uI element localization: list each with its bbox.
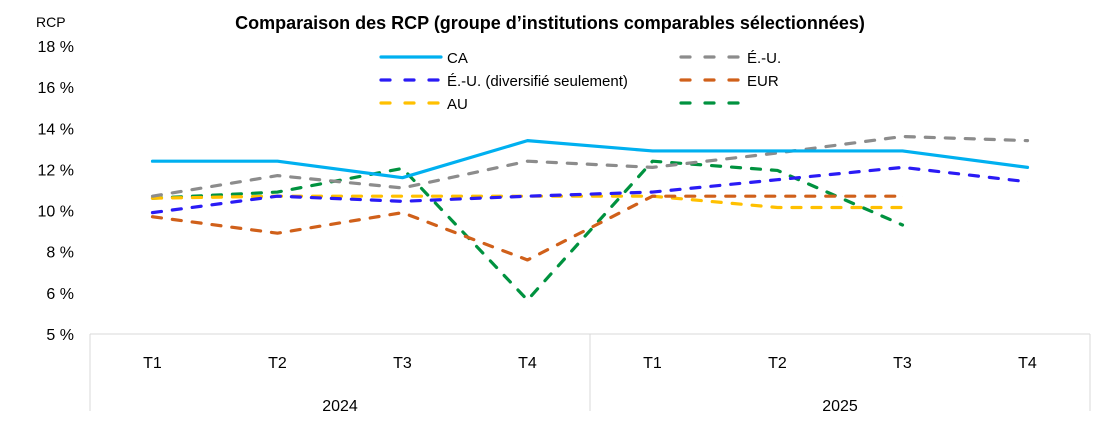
group-label: 2025	[822, 398, 858, 415]
x-tick-label: T1	[143, 355, 162, 372]
series-line-ca	[150, 139, 1030, 180]
x-tick-label: T3	[893, 355, 912, 372]
y-tick-label: 5 %	[46, 327, 74, 344]
series-line--u-	[150, 134, 1030, 198]
y-tick-label: 14 %	[38, 121, 74, 138]
legend-label: CA	[447, 50, 468, 67]
series-line-eur	[150, 194, 905, 262]
y-tick-label: 8 %	[46, 245, 74, 262]
series-line--u-diversifi-seulement-	[150, 165, 1030, 215]
y-tick-label: 12 %	[38, 162, 74, 179]
group-label: 2024	[322, 398, 358, 415]
y-tick-label: 16 %	[38, 80, 74, 97]
legend-label: É.-U.	[747, 50, 781, 67]
x-tick-label: T4	[518, 355, 537, 372]
chart-title: Comparaison des RCP (groupe d’institutio…	[235, 13, 865, 33]
x-tick-label: T2	[768, 355, 787, 372]
x-tick-label: T4	[1018, 355, 1037, 372]
series-line-unnamed	[150, 159, 905, 302]
x-tick-label: T2	[268, 355, 287, 372]
y-axis-label: RCP	[36, 14, 66, 30]
legend-label: É.-U. (diversifié seulement)	[447, 73, 628, 90]
legend-label: AU	[447, 96, 468, 113]
y-tick-label: 18 %	[38, 39, 74, 56]
series-line-au	[150, 194, 905, 210]
y-tick-label: 10 %	[38, 204, 74, 221]
x-tick-label: T3	[393, 355, 412, 372]
legend-label: EUR	[747, 73, 779, 90]
x-tick-label: T1	[643, 355, 662, 372]
y-tick-label: 6 %	[46, 286, 74, 303]
